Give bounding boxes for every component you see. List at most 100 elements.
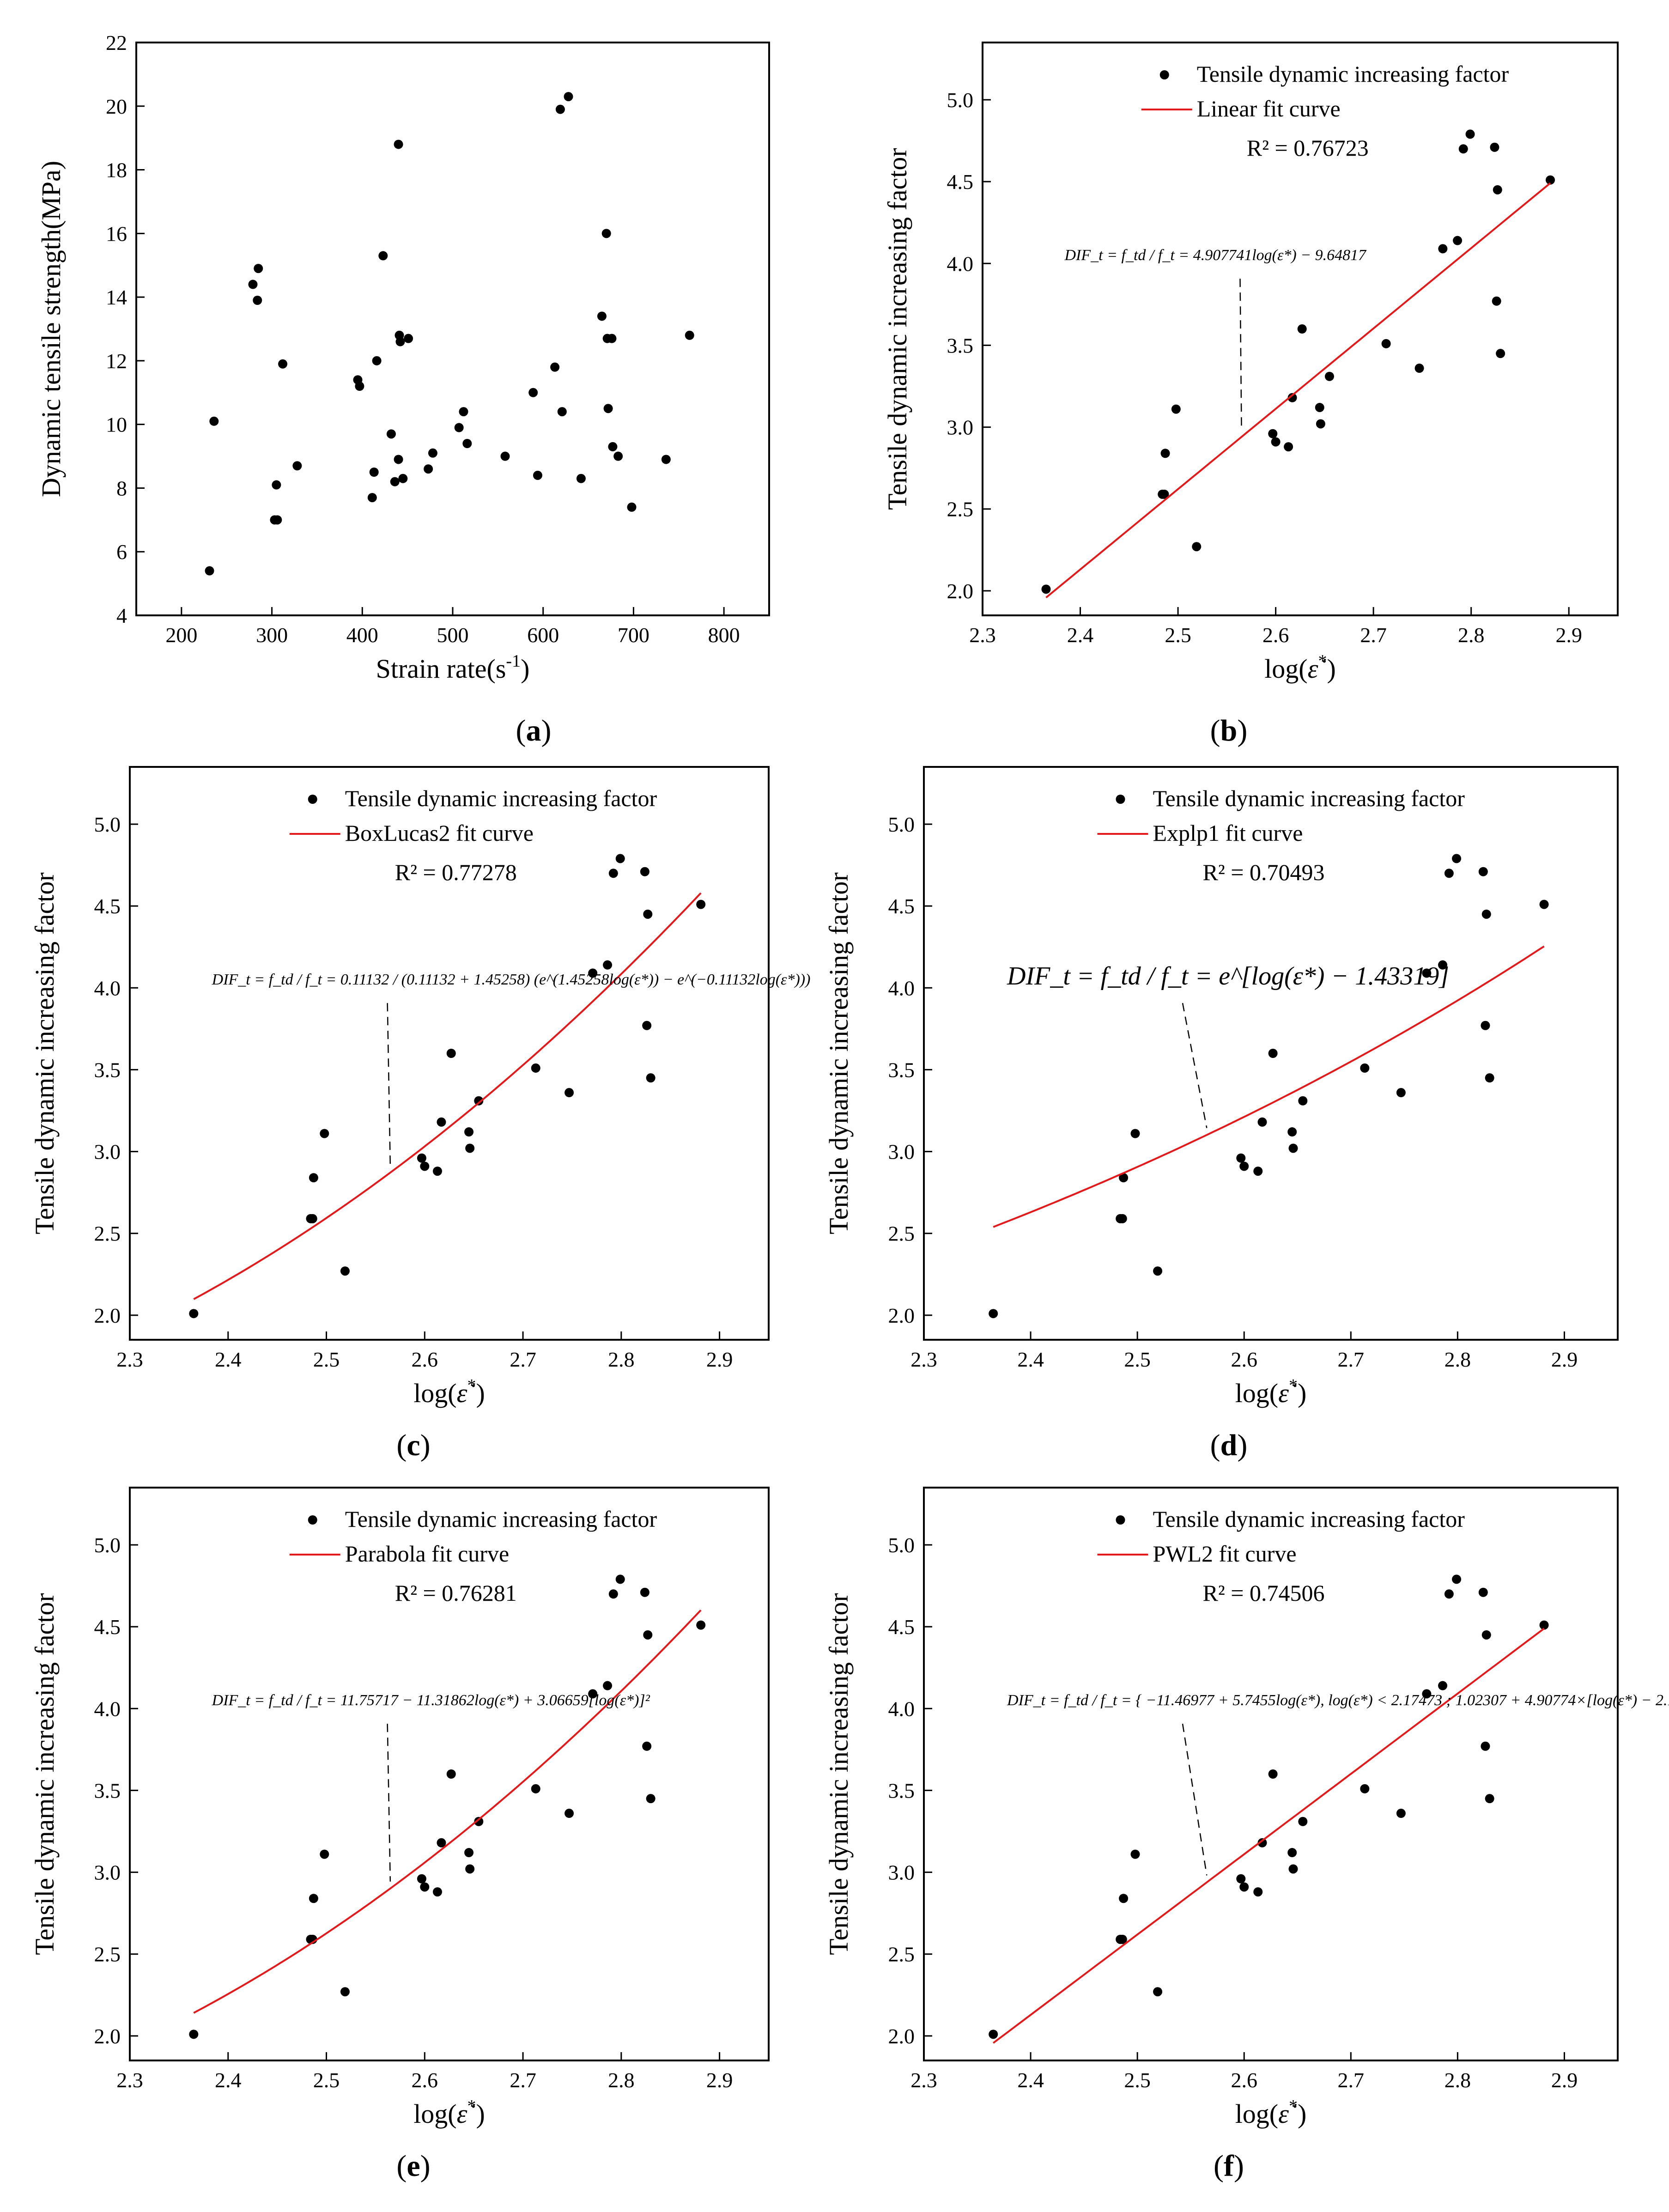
panel-caption-open: ( [516, 714, 526, 747]
panel-caption: (d) [1210, 1428, 1248, 1462]
panel-caption: (a) [516, 714, 552, 747]
x-axis-label: log(ε̇*) [1235, 2097, 1307, 2129]
data-point [1171, 404, 1181, 414]
data-point [1257, 1117, 1267, 1127]
panel-caption-open: ( [396, 2149, 407, 2183]
x-axis-label-sup: * [467, 1376, 476, 1395]
data-point [597, 311, 607, 321]
data-point [1130, 1849, 1140, 1859]
data-point [1253, 1167, 1263, 1176]
data-point [273, 515, 282, 525]
x-axis-label-end: ) [476, 2099, 485, 2129]
r-squared-label: R² = 0.76281 [395, 1580, 517, 1606]
legend-marker-points [1159, 70, 1169, 79]
data-point [465, 1143, 475, 1153]
x-tick-label: 2.9 [706, 2068, 733, 2092]
data-point [603, 960, 613, 970]
y-tick-label: 2.5 [888, 1943, 915, 1966]
data-point [292, 461, 302, 471]
x-tick-label: 2.3 [116, 1348, 143, 1371]
data-point [640, 1587, 649, 1597]
x-tick-label: 2.9 [1551, 2068, 1578, 2092]
x-tick-label: 2.4 [215, 2068, 242, 2092]
x-axis-label: log(ε̇*) [413, 2097, 485, 2129]
data-point [550, 362, 560, 372]
x-tick-label: 2.4 [215, 1348, 242, 1371]
x-axis-label-sup: * [467, 2097, 476, 2116]
data-point [533, 470, 542, 480]
x-tick-label: 400 [346, 623, 378, 647]
legend-label-points: Tensile dynamic increasing factor [1153, 1506, 1465, 1532]
panel-caption: (c) [396, 1428, 430, 1462]
x-tick-label: 300 [256, 623, 288, 647]
data-point [437, 1117, 446, 1127]
data-point [1490, 142, 1499, 152]
data-point [1438, 244, 1448, 254]
panel-caption-open: ( [396, 1428, 407, 1462]
y-tick-label: 2.5 [888, 1222, 915, 1246]
data-point [308, 1214, 317, 1223]
x-tick-label: 2.3 [116, 2068, 143, 2092]
x-axis-label-sup: * [1289, 2097, 1298, 2116]
y-tick-label: 3.0 [94, 1861, 121, 1884]
data-point [367, 493, 377, 503]
chart-panel-d: 2.3 2.4 2.5 2.6 2.7 2.8 2.9 2.0 2.5 3.0 3.5 4.0 4.5 5… [824, 766, 1619, 1408]
data-point [209, 416, 219, 426]
data-point [1396, 1088, 1406, 1098]
x-axis-label: log(ε̇*) [1235, 1376, 1307, 1408]
y-tick-label: 2.5 [94, 1943, 121, 1966]
fit-curve [1045, 182, 1551, 599]
x-axis-label-sup: * [1289, 1376, 1298, 1395]
data-point [369, 468, 379, 477]
data-point [588, 968, 598, 978]
x-tick-label: 500 [437, 623, 469, 647]
data-point [1041, 584, 1051, 594]
data-point [1117, 1214, 1127, 1223]
x-tick-label: 2.7 [510, 1348, 536, 1371]
data-point [615, 1574, 625, 1584]
data-point [1298, 1096, 1308, 1106]
data-point [446, 1769, 456, 1779]
y-tick-label: 4.0 [888, 1697, 915, 1720]
data-point [1453, 236, 1463, 245]
y-tick-label: 2.5 [94, 1222, 121, 1246]
y-tick-label: 4.0 [947, 252, 974, 275]
x-tick-label: 2.8 [608, 1348, 635, 1371]
data-point [1288, 1864, 1298, 1874]
data-point [642, 1741, 652, 1751]
data-point [1287, 1127, 1297, 1137]
data-point [588, 1689, 598, 1699]
y-tick-label: 8 [116, 476, 127, 500]
chart-panel-e: 2.3 2.4 2.5 2.6 2.7 2.8 2.9 2.0 2.5 3.0 3.5 4.0 4.5 5… [30, 1487, 770, 2129]
panel-caption-close: ) [1234, 2149, 1244, 2183]
data-point [1324, 371, 1334, 381]
x-tick-label: 2.9 [1555, 623, 1582, 647]
data-point [1438, 1681, 1448, 1690]
plot-frame [923, 766, 1619, 1341]
fit-equation: DIF_t = f_td / f_t = 0.11132 / (0.11132 … [212, 971, 811, 988]
y-tick-label: 2.0 [888, 1304, 915, 1327]
data-point [1496, 349, 1505, 359]
data-point [1253, 1887, 1263, 1897]
panel-caption-close: ) [1237, 714, 1247, 747]
y-tick-label: 5.0 [888, 813, 915, 836]
y-tick-label: 18 [106, 158, 127, 182]
y-tick-label: 2.5 [947, 498, 974, 521]
data-point [1284, 442, 1293, 452]
data-point [613, 451, 623, 461]
data-point [603, 1681, 613, 1690]
data-point [1192, 542, 1202, 552]
r-squared-label: R² = 0.74506 [1202, 1580, 1324, 1606]
y-tick-label: 4.5 [888, 894, 915, 918]
r-squared-label: R² = 0.76723 [1247, 135, 1369, 161]
x-tick-label: 2.3 [910, 2068, 937, 2092]
data-point [417, 1153, 426, 1163]
data-point [474, 1817, 484, 1826]
equation-leader-line [387, 1003, 391, 1166]
x-axis-label: log(ε̇*) [413, 1376, 485, 1408]
y-tick-label: 5.0 [947, 88, 974, 112]
data-point [459, 407, 468, 417]
data-point [340, 1987, 350, 1997]
data-point [395, 337, 405, 346]
x-tick-label: 2.4 [1017, 1348, 1044, 1371]
